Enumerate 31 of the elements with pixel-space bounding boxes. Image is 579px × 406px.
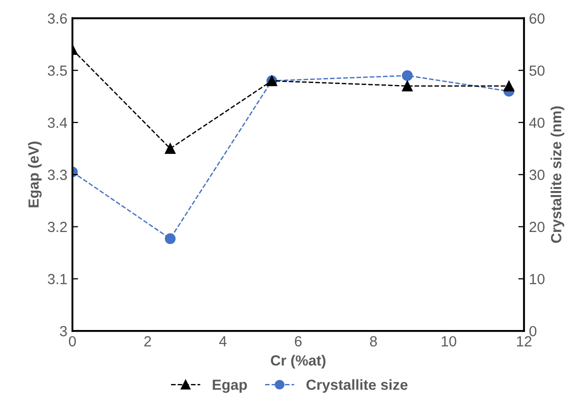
x-tick-label: 6 — [294, 336, 302, 346]
y2-tick-label: 50 — [529, 65, 545, 76]
y-tick-label: 3 — [60, 326, 67, 336]
x-tick-label: 8 — [370, 336, 377, 346]
y-tick-label: 3.1 — [48, 274, 67, 284]
y-tick-label: 3.6 — [48, 13, 67, 24]
x-tick-label: 0 — [68, 336, 76, 346]
y-tick-label: 3.3 — [48, 170, 67, 180]
y2-tick-label: 0 — [529, 326, 536, 336]
x-axis-title: Cr (%at) — [270, 354, 326, 368]
y-tick-label: 3.4 — [48, 118, 68, 128]
y2-tick-label: 60 — [530, 13, 545, 24]
y2-tick-label: 40 — [529, 118, 545, 128]
y2-axis-title: Crystallite size (nm) — [550, 106, 564, 243]
y2-tick-label: 10 — [530, 274, 545, 284]
legend-label: Crystallite size — [306, 379, 408, 393]
x-tick-label: 2 — [144, 336, 151, 346]
point — [402, 70, 413, 81]
x-tick-label: 10 — [442, 336, 456, 346]
point — [402, 80, 413, 92]
y-axis-title: Egap (eV) — [28, 142, 42, 208]
y2-tick-label: 20 — [530, 222, 545, 232]
point — [504, 80, 514, 92]
x-tick-label: 4 — [219, 336, 227, 346]
y2-tick-label: 30 — [529, 170, 545, 180]
x-tick-label: 12 — [516, 336, 532, 346]
point — [164, 233, 176, 244]
y-tick-label: 3.5 — [48, 65, 67, 76]
point — [164, 143, 176, 154]
y-tick-label: 3.2 — [48, 222, 67, 232]
legend-label: Egap — [212, 380, 247, 393]
